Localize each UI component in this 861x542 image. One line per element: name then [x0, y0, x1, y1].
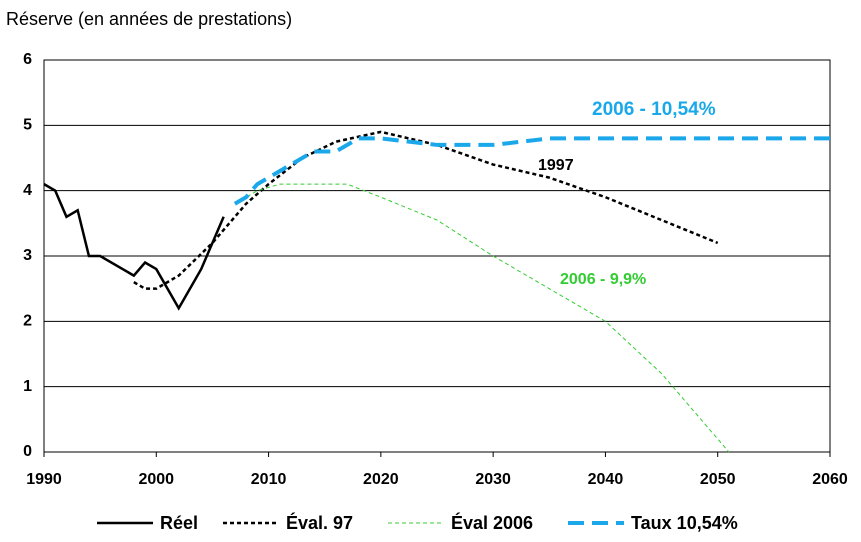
- x-tick-label: 2040: [588, 471, 624, 488]
- y-tick-label: 2: [23, 313, 32, 330]
- x-tick-label: 2030: [475, 471, 511, 488]
- x-tick-label: 1990: [26, 471, 62, 488]
- legend-label: Réel: [160, 513, 198, 533]
- series-line: [133, 130, 719, 290]
- x-tick-label: 2010: [251, 471, 287, 488]
- chart-title: Réserve (en années de prestations): [6, 9, 292, 29]
- legend-label: Éval 2006: [451, 512, 533, 533]
- x-tick-label: 2000: [138, 471, 174, 488]
- x-tick-label: 2060: [812, 471, 848, 488]
- annotation: 1997: [538, 157, 574, 174]
- x-tick-label: 2020: [363, 471, 399, 488]
- y-tick-label: 5: [23, 117, 32, 134]
- y-tick-label: 0: [23, 443, 32, 460]
- y-tick-label: 1: [23, 378, 32, 395]
- x-tick-label: 2050: [700, 471, 736, 488]
- y-tick-label: 4: [23, 182, 32, 199]
- annotation: 2006 - 10,54%: [592, 99, 716, 120]
- series-line: [234, 183, 730, 453]
- legend-label: Éval. 97: [286, 512, 353, 533]
- series-line: [43, 183, 225, 311]
- annotation: 2006 - 9,9%: [560, 271, 646, 288]
- y-tick-label: 3: [23, 247, 32, 264]
- series-line: [233, 136, 830, 206]
- legend-label: Taux 10,54%: [631, 513, 738, 533]
- y-tick-label: 6: [23, 51, 32, 68]
- plot-frame: [43, 59, 831, 453]
